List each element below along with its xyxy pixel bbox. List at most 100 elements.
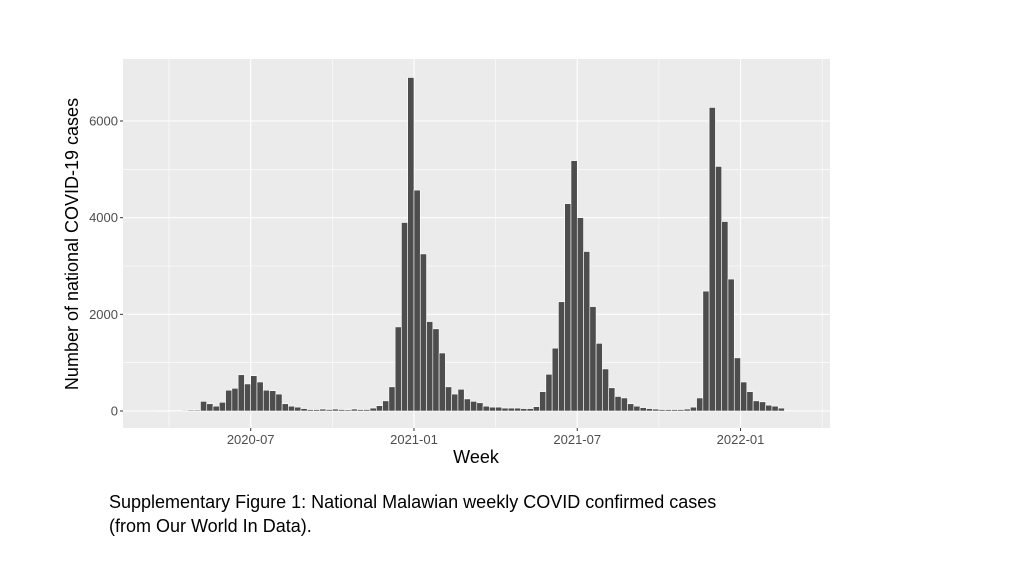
y-tick-label: 6000 [89, 114, 118, 129]
bar [231, 387, 239, 412]
bar [212, 405, 220, 412]
bar [262, 389, 270, 412]
x-axis: 2020-07 2021-01 2021-07 2022-01 [227, 428, 765, 447]
bar [482, 405, 490, 412]
figure-caption: Supplementary Figure 1: National Malawia… [109, 492, 717, 536]
bar [677, 409, 685, 412]
bar [394, 326, 402, 412]
bar [244, 383, 251, 412]
bar [489, 406, 496, 412]
bar [237, 374, 245, 412]
bar [426, 321, 434, 412]
bar [689, 406, 697, 412]
x-tick-label: 2021-07 [553, 432, 601, 447]
bar [564, 203, 572, 412]
bar [545, 373, 553, 412]
bar [733, 357, 741, 412]
bar [608, 387, 616, 412]
bar [570, 160, 578, 412]
bar [784, 410, 792, 412]
bar [413, 189, 421, 412]
bar [275, 393, 283, 412]
bar [639, 407, 647, 412]
bar [501, 407, 509, 412]
bar [250, 375, 258, 412]
bar [759, 401, 766, 412]
bar [620, 397, 628, 412]
x-tick-label: 2021-01 [390, 432, 438, 447]
bar [589, 306, 597, 412]
bar [388, 386, 396, 412]
bar [746, 391, 754, 412]
x-tick-label: 2020-07 [227, 432, 275, 447]
bar [325, 409, 333, 412]
bar [219, 401, 226, 412]
bar [463, 398, 471, 412]
y-axis-title: Number of national COVID-19 cases [62, 98, 82, 390]
bar [350, 408, 358, 412]
bar [162, 410, 170, 412]
bar [332, 408, 339, 412]
bar [375, 405, 383, 412]
bar [288, 405, 295, 412]
bar [338, 409, 346, 412]
bar [664, 409, 672, 412]
bar [583, 251, 591, 412]
bar [627, 403, 635, 412]
bar [507, 407, 515, 412]
bar [363, 409, 371, 412]
bar [313, 409, 321, 412]
bar [432, 328, 440, 412]
bar [382, 400, 390, 412]
bar [576, 217, 584, 412]
y-tick-label: 0 [111, 404, 118, 419]
bar [181, 409, 189, 412]
bar [294, 406, 302, 412]
bar [765, 404, 773, 412]
bar [520, 408, 528, 412]
bar [495, 406, 503, 412]
bar [206, 403, 214, 412]
y-axis: 0 2000 4000 6000 [89, 114, 123, 419]
bar [702, 290, 710, 412]
bar [696, 397, 704, 412]
bar [187, 409, 195, 412]
bar [269, 390, 277, 412]
bar [683, 408, 691, 412]
bar [200, 401, 208, 412]
x-tick-label: 2022-01 [717, 432, 765, 447]
bar [256, 381, 264, 412]
bars [156, 77, 792, 412]
bar [771, 405, 779, 412]
bar [595, 343, 603, 412]
bar [281, 403, 289, 412]
bar [646, 408, 653, 412]
bar [715, 166, 722, 412]
bar [514, 407, 522, 412]
bar [602, 368, 609, 412]
bar [532, 406, 540, 412]
bar [652, 408, 660, 412]
x-axis-title: Week [453, 447, 500, 467]
bar [451, 393, 459, 412]
bar [727, 278, 735, 412]
bar [306, 409, 314, 412]
bar [225, 389, 233, 412]
bar [168, 410, 176, 412]
bar [419, 253, 427, 412]
bar [708, 107, 716, 412]
bar [407, 77, 415, 412]
bar [752, 400, 760, 412]
bar [671, 409, 679, 412]
bar [300, 408, 308, 412]
bar [175, 410, 182, 412]
bar [357, 409, 365, 412]
bar [558, 301, 565, 412]
bar [476, 402, 484, 412]
bar [369, 407, 377, 412]
bar [633, 405, 641, 412]
bar [156, 410, 164, 412]
bar [319, 408, 327, 412]
y-tick-label: 4000 [89, 210, 118, 225]
bar [344, 409, 352, 412]
